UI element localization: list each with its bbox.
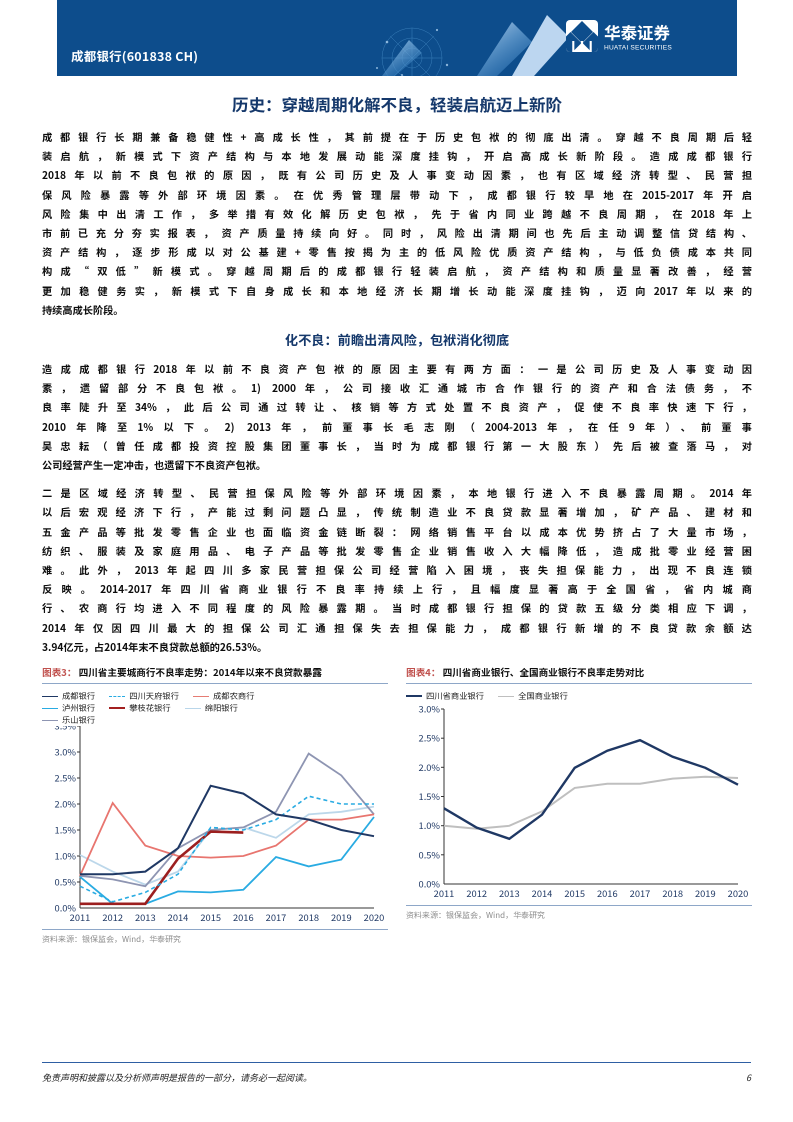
svg-text:1.0%: 1.0% <box>55 849 77 863</box>
svg-text:2019: 2019 <box>695 886 716 900</box>
svg-text:3.5%: 3.5% <box>55 726 77 733</box>
svg-text:2.0%: 2.0% <box>419 760 441 774</box>
svg-text:0.5%: 0.5% <box>419 847 441 861</box>
svg-text:2014: 2014 <box>532 886 553 900</box>
svg-text:2018: 2018 <box>298 910 319 924</box>
svg-text:2013: 2013 <box>499 886 520 900</box>
svg-text:2016: 2016 <box>597 886 618 900</box>
svg-text:2020: 2020 <box>728 886 749 900</box>
svg-text:1.5%: 1.5% <box>55 823 77 837</box>
svg-text:2011: 2011 <box>70 910 91 924</box>
svg-text:2017: 2017 <box>630 886 651 900</box>
svg-text:2.0%: 2.0% <box>55 797 77 811</box>
svg-text:2015: 2015 <box>564 886 585 900</box>
svg-text:2019: 2019 <box>331 910 352 924</box>
svg-text:HUATAI SECURITIES: HUATAI SECURITIES <box>604 45 672 52</box>
svg-text:2013: 2013 <box>135 910 156 924</box>
svg-text:2015: 2015 <box>200 910 221 924</box>
svg-text:2017: 2017 <box>266 910 287 924</box>
svg-text:3.0%: 3.0% <box>419 702 441 716</box>
svg-text:2020: 2020 <box>364 910 385 924</box>
svg-text:2012: 2012 <box>102 910 123 924</box>
svg-text:2.5%: 2.5% <box>419 731 441 745</box>
svg-text:2016: 2016 <box>233 910 254 924</box>
svg-text:2011: 2011 <box>434 886 455 900</box>
svg-text:2018: 2018 <box>662 886 683 900</box>
svg-text:华泰证券: 华泰证券 <box>604 20 671 44</box>
svg-text:3.0%: 3.0% <box>55 745 77 759</box>
svg-text:1.5%: 1.5% <box>419 789 441 803</box>
svg-text:2012: 2012 <box>466 886 487 900</box>
svg-text:0.5%: 0.5% <box>55 875 77 889</box>
svg-text:1.0%: 1.0% <box>419 818 441 832</box>
svg-text:2014: 2014 <box>168 910 189 924</box>
svg-text:2.5%: 2.5% <box>55 771 77 785</box>
